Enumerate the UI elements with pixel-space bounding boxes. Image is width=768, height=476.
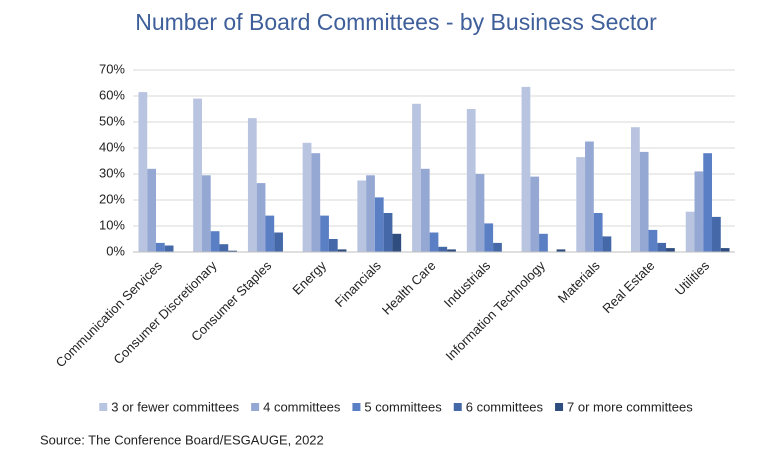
bar (493, 242, 502, 252)
y-tick-label: 40% (99, 139, 125, 154)
bar (265, 215, 275, 252)
bar (274, 232, 283, 252)
y-tick-label: 30% (99, 165, 125, 180)
bar (521, 86, 531, 253)
chart-title: Number of Board Committees - by Business… (135, 9, 657, 35)
bar (648, 229, 658, 252)
x-tick-label: Information Technology (443, 258, 549, 364)
bar (228, 250, 237, 252)
x-tick-label: Communication Services (53, 258, 166, 371)
legend-label: 7 or more committees (567, 399, 693, 414)
x-tick-label: Industrials (441, 258, 494, 311)
bar (337, 249, 347, 252)
bar (539, 233, 548, 252)
x-tick-label: Financials (332, 258, 384, 310)
bar (412, 103, 421, 252)
legend-swatch (251, 403, 260, 411)
bar (666, 248, 675, 252)
bar (155, 242, 165, 252)
legend-label: 6 committees (466, 399, 544, 414)
bar (639, 151, 649, 252)
x-tick-label: Real Estate (599, 258, 657, 316)
x-tick-label: Consumer Discretionary (110, 258, 220, 368)
bar (593, 213, 603, 252)
bar (164, 245, 174, 252)
y-tick-label: 60% (99, 87, 125, 102)
bar (685, 211, 695, 252)
bar (320, 215, 329, 252)
legend-label: 4 committees (263, 399, 341, 414)
bar (657, 242, 667, 252)
y-tick-label: 10% (99, 217, 125, 232)
legend-swatch (352, 403, 361, 411)
bar (602, 236, 612, 252)
y-tick-label: 70% (99, 61, 125, 76)
bar (631, 127, 640, 252)
bar (576, 157, 586, 252)
bar (694, 171, 704, 252)
source-note: Source: The Conference Board/ESGAUGE, 20… (40, 432, 324, 447)
x-tick-label: Health Care (379, 258, 439, 318)
bar (383, 213, 393, 252)
bar (256, 183, 266, 252)
bar (328, 239, 338, 252)
bar (366, 175, 375, 252)
bar (311, 153, 321, 252)
bar (138, 92, 148, 252)
bar (447, 249, 456, 252)
y-tick-label: 50% (99, 113, 125, 128)
bar (484, 223, 494, 252)
bar (712, 216, 721, 252)
bar (193, 98, 202, 252)
x-tick-label: Materials (555, 258, 603, 306)
bar (585, 141, 594, 252)
legend-swatch (453, 403, 462, 411)
bar (438, 246, 448, 252)
legend-label: 5 committees (364, 399, 442, 414)
bar (392, 233, 402, 252)
legend-swatch (99, 403, 108, 411)
bar (556, 249, 566, 252)
bar (219, 244, 229, 252)
bar (357, 180, 367, 252)
bar (530, 176, 540, 252)
legend-swatch (555, 403, 564, 411)
bar (201, 175, 211, 252)
bar (475, 174, 485, 252)
bar (302, 142, 312, 252)
bar (147, 168, 156, 252)
bar (247, 118, 257, 252)
bar (720, 248, 730, 252)
bar (703, 153, 713, 252)
y-tick-label: 0% (106, 243, 125, 258)
x-tick-label: Utilities (672, 258, 713, 299)
y-tick-label: 20% (99, 191, 125, 206)
bar (466, 109, 476, 252)
bar (420, 168, 430, 252)
bar (374, 197, 384, 252)
bar (429, 232, 439, 252)
legend-label: 3 or fewer committees (111, 399, 239, 414)
bar (210, 231, 220, 252)
x-tick-label: Energy (289, 258, 329, 298)
